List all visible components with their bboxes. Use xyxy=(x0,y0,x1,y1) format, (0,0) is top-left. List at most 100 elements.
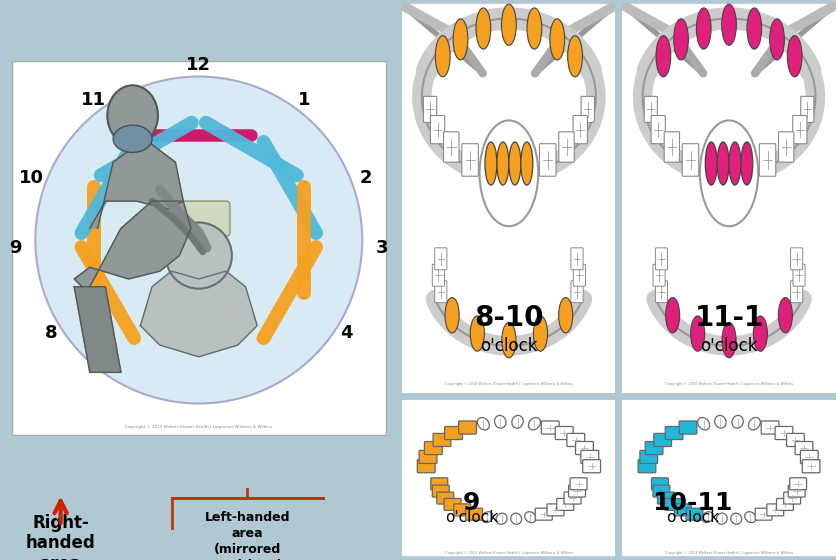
FancyBboxPatch shape xyxy=(782,492,799,504)
FancyBboxPatch shape xyxy=(436,492,453,504)
FancyBboxPatch shape xyxy=(580,450,598,464)
Ellipse shape xyxy=(744,512,755,522)
Ellipse shape xyxy=(696,8,711,49)
Ellipse shape xyxy=(501,4,516,45)
Circle shape xyxy=(166,222,232,288)
Text: Copyright © 2013 Wolters Kluwer Health | Lippincott Williams & Wilkins: Copyright © 2013 Wolters Kluwer Health |… xyxy=(125,425,272,429)
FancyBboxPatch shape xyxy=(653,433,670,446)
FancyBboxPatch shape xyxy=(443,132,458,162)
Ellipse shape xyxy=(716,142,728,185)
Ellipse shape xyxy=(777,297,792,333)
Text: 3: 3 xyxy=(375,239,388,257)
Ellipse shape xyxy=(714,416,726,428)
FancyBboxPatch shape xyxy=(569,478,586,490)
Text: 8: 8 xyxy=(44,324,57,342)
FancyBboxPatch shape xyxy=(644,96,656,123)
FancyBboxPatch shape xyxy=(568,485,585,497)
FancyBboxPatch shape xyxy=(650,115,665,144)
Ellipse shape xyxy=(655,36,670,77)
FancyBboxPatch shape xyxy=(792,264,804,286)
Ellipse shape xyxy=(731,416,742,428)
FancyBboxPatch shape xyxy=(444,498,461,510)
Ellipse shape xyxy=(673,19,687,60)
Circle shape xyxy=(699,120,757,226)
FancyBboxPatch shape xyxy=(534,508,552,520)
FancyBboxPatch shape xyxy=(790,248,802,270)
FancyBboxPatch shape xyxy=(424,441,441,455)
FancyBboxPatch shape xyxy=(686,508,702,520)
FancyBboxPatch shape xyxy=(434,248,446,270)
FancyBboxPatch shape xyxy=(652,264,665,286)
Ellipse shape xyxy=(701,512,712,522)
Text: 10-11: 10-11 xyxy=(651,491,732,515)
FancyBboxPatch shape xyxy=(760,421,778,434)
FancyBboxPatch shape xyxy=(664,498,681,510)
Ellipse shape xyxy=(747,418,759,430)
Text: 10: 10 xyxy=(19,169,43,186)
FancyBboxPatch shape xyxy=(640,450,657,464)
Text: Right-
handed
area: Right- handed area xyxy=(26,514,95,560)
Text: 12: 12 xyxy=(186,56,211,74)
Ellipse shape xyxy=(524,512,536,522)
Ellipse shape xyxy=(494,416,505,428)
Ellipse shape xyxy=(484,142,497,185)
Polygon shape xyxy=(140,271,257,357)
Text: 9: 9 xyxy=(9,239,22,257)
Ellipse shape xyxy=(567,36,582,77)
FancyBboxPatch shape xyxy=(794,441,812,455)
FancyBboxPatch shape xyxy=(575,441,593,455)
Text: 8-10: 8-10 xyxy=(473,305,543,333)
FancyBboxPatch shape xyxy=(758,144,775,176)
FancyBboxPatch shape xyxy=(12,61,385,435)
FancyBboxPatch shape xyxy=(681,144,698,176)
FancyBboxPatch shape xyxy=(461,144,477,176)
Text: 4: 4 xyxy=(340,324,353,342)
FancyBboxPatch shape xyxy=(637,460,655,473)
FancyBboxPatch shape xyxy=(799,450,817,464)
FancyBboxPatch shape xyxy=(547,504,563,516)
FancyBboxPatch shape xyxy=(465,508,482,520)
FancyBboxPatch shape xyxy=(652,485,669,497)
Polygon shape xyxy=(74,287,120,372)
Ellipse shape xyxy=(502,323,515,358)
Ellipse shape xyxy=(528,418,540,430)
Text: o'clock: o'clock xyxy=(700,337,757,355)
Text: o'clock: o'clock xyxy=(480,337,537,355)
FancyBboxPatch shape xyxy=(777,132,793,162)
FancyBboxPatch shape xyxy=(573,264,585,286)
FancyBboxPatch shape xyxy=(801,460,819,473)
FancyBboxPatch shape xyxy=(458,421,476,434)
Circle shape xyxy=(479,120,538,226)
FancyBboxPatch shape xyxy=(650,478,668,490)
Ellipse shape xyxy=(769,19,783,60)
Text: 9: 9 xyxy=(462,491,480,515)
Ellipse shape xyxy=(558,297,572,333)
FancyBboxPatch shape xyxy=(444,427,462,440)
Ellipse shape xyxy=(107,85,158,146)
Ellipse shape xyxy=(721,323,735,358)
FancyBboxPatch shape xyxy=(434,281,446,302)
Polygon shape xyxy=(74,201,191,287)
FancyBboxPatch shape xyxy=(776,498,793,510)
FancyBboxPatch shape xyxy=(558,132,573,162)
FancyBboxPatch shape xyxy=(563,492,580,504)
FancyBboxPatch shape xyxy=(573,115,587,144)
FancyBboxPatch shape xyxy=(539,144,555,176)
FancyBboxPatch shape xyxy=(570,281,583,302)
Text: Left-handed
area
(mirrored
positions): Left-handed area (mirrored positions) xyxy=(205,511,290,560)
FancyBboxPatch shape xyxy=(788,485,804,497)
FancyBboxPatch shape xyxy=(566,433,584,446)
Ellipse shape xyxy=(520,142,533,185)
FancyBboxPatch shape xyxy=(655,281,666,302)
Ellipse shape xyxy=(690,316,704,351)
FancyBboxPatch shape xyxy=(792,115,806,144)
FancyBboxPatch shape xyxy=(419,450,436,464)
FancyBboxPatch shape xyxy=(432,433,451,446)
FancyBboxPatch shape xyxy=(554,427,573,440)
FancyBboxPatch shape xyxy=(665,427,682,440)
FancyBboxPatch shape xyxy=(541,421,558,434)
Ellipse shape xyxy=(476,8,490,49)
Text: 1: 1 xyxy=(298,91,310,109)
FancyBboxPatch shape xyxy=(664,132,679,162)
Ellipse shape xyxy=(721,4,736,45)
